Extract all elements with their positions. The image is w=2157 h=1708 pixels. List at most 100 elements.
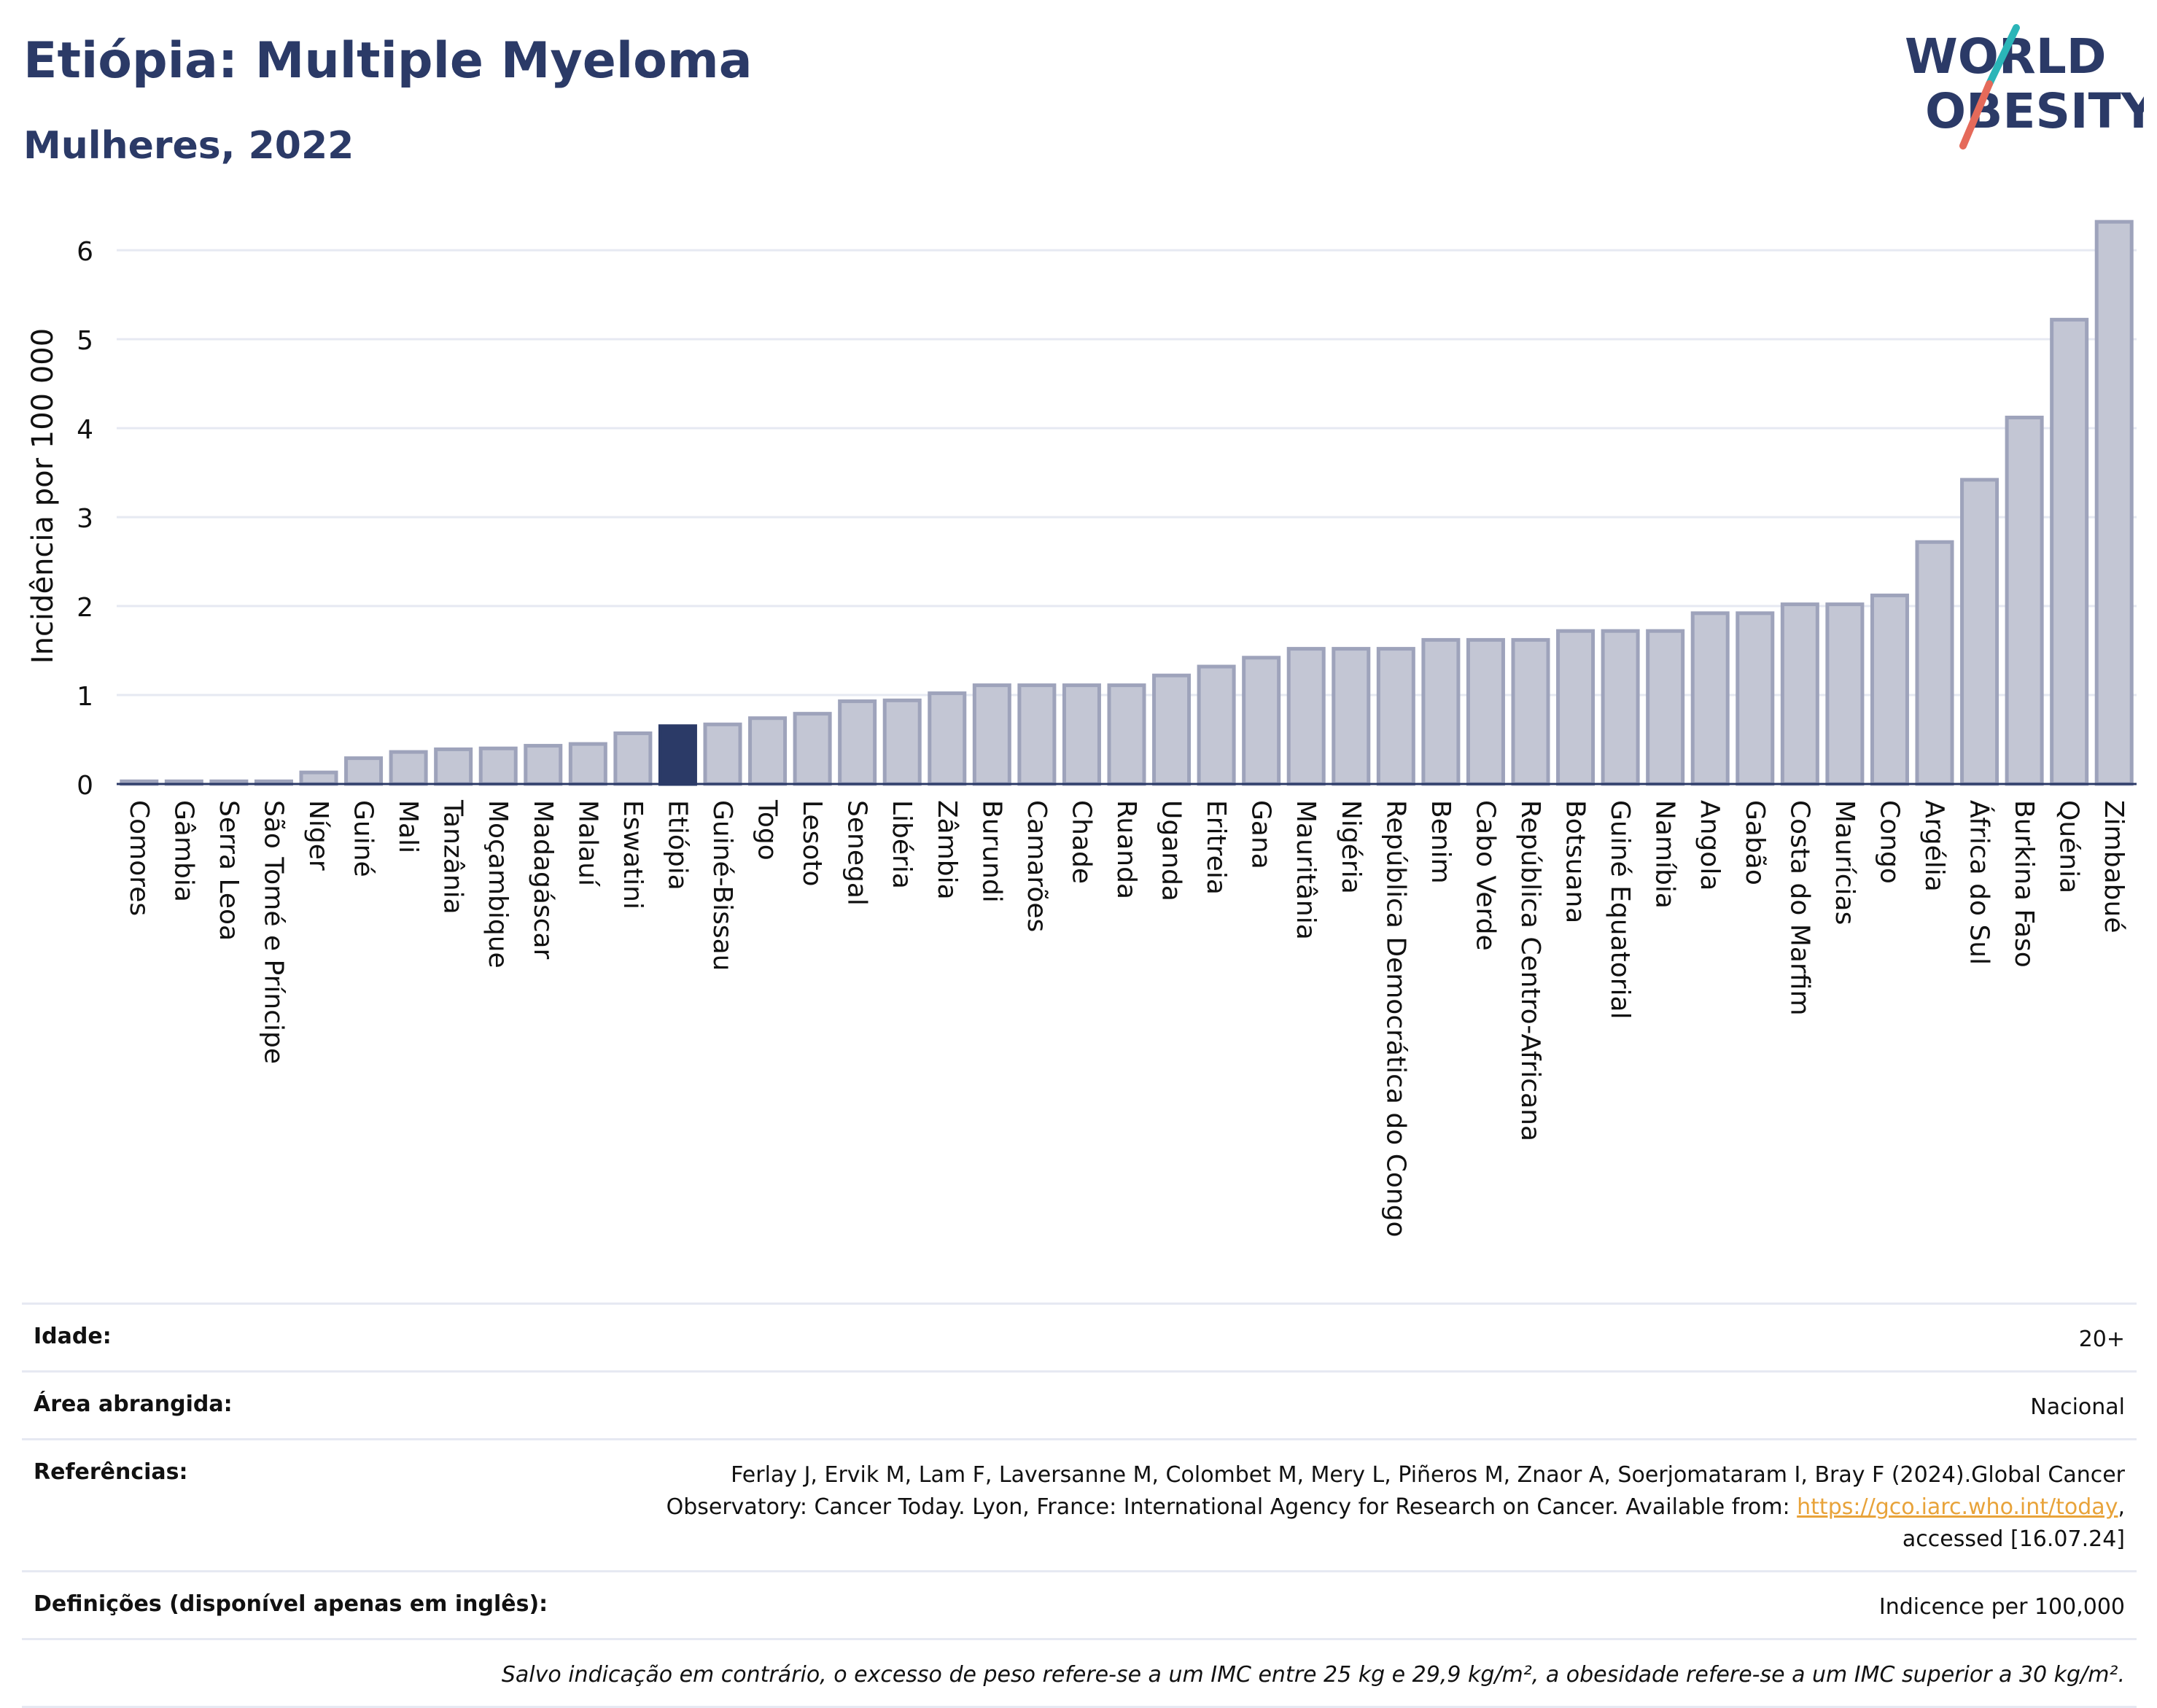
- area-value: Nacional: [2030, 1394, 2125, 1420]
- bar-uganda: [1152, 673, 1192, 786]
- area-label: Área abrangida:: [34, 1391, 233, 1417]
- bar-mali: [389, 750, 428, 786]
- bar-gana: [1242, 656, 1281, 786]
- bars: [120, 220, 2134, 786]
- x-tick-label: Eritreia: [1201, 800, 1231, 895]
- x-tick-label: Uganda: [1157, 800, 1186, 901]
- x-tick-label: Maurícias: [1830, 800, 1859, 925]
- page-title: Etiópia: Multiple Myeloma: [23, 32, 753, 90]
- bar-burkina-faso: [2005, 415, 2044, 786]
- logo-word-2: OBESITY: [1925, 83, 2144, 139]
- x-tick-label: Senegal: [842, 800, 872, 906]
- axes: 0 1 2 3 4 5 6 Comores Gâmbia Serra Leoa São Tomé e…: [77, 237, 2137, 1238]
- x-tick-label: República Centro-Africana: [1515, 800, 1545, 1141]
- bar-zimbabué: [2094, 220, 2134, 786]
- x-tick-label: Quénia: [2054, 800, 2084, 893]
- reference-line-1: Ferlay J, Ervik M, Lam F, Laversanne M, …: [731, 1462, 2125, 1488]
- bar-tanzânia: [434, 747, 473, 786]
- x-tick-label: Madagáscar: [528, 800, 558, 960]
- bar-quénia: [2050, 317, 2089, 786]
- bar-guiné-equatorial: [1601, 629, 1640, 786]
- x-tick-label: Moçambique: [483, 800, 513, 968]
- x-tick-label: Gâmbia: [168, 800, 198, 902]
- y-tick-label: 1: [77, 682, 93, 712]
- y-axis-label: Incidência por 100 000: [26, 328, 60, 664]
- info-row-references: Referências: Ferlay J, Ervik M, Lam F, L…: [22, 1438, 2137, 1570]
- bar-áfrica-do-sul: [1960, 478, 1999, 786]
- bar-botsuana: [1556, 629, 1596, 786]
- bar-lesoto: [793, 712, 832, 786]
- bar-eswatini: [613, 731, 653, 786]
- x-tick-label: Gabão: [1740, 800, 1770, 885]
- x-tick-label: Botsuana: [1561, 800, 1590, 923]
- x-tick-label: Burundi: [976, 800, 1006, 903]
- x-tick-label: Lesoto: [797, 800, 827, 887]
- bar-guiné: [344, 756, 384, 786]
- y-tick-label: 0: [77, 771, 93, 801]
- x-tick-label: Gana: [1246, 800, 1276, 869]
- reference-line-2: Observatory: Cancer Today. Lyon, France:…: [666, 1494, 1798, 1520]
- x-tick-label: Comores: [124, 800, 154, 916]
- info-table: Idade: 20+ Área abrangida: Nacional Refe…: [22, 1303, 2137, 1708]
- bar-congo: [1870, 593, 1909, 786]
- bar-angola: [1690, 611, 1730, 786]
- x-tick-label: Costa do Marfim: [1784, 800, 1814, 1016]
- info-row-definitions: Definições (disponível apenas em inglês)…: [22, 1570, 2137, 1638]
- world-obesity-logo: WORLD OBESITY: [1905, 24, 2144, 150]
- bar-moçambique: [478, 746, 518, 786]
- x-tick-label: Chade: [1066, 800, 1096, 884]
- references-value: Ferlay J, Ervik M, Lam F, Laversanne M, …: [666, 1459, 2137, 1556]
- bar-burundi: [972, 683, 1011, 786]
- bar-ruanda: [1107, 683, 1146, 786]
- x-tick-label: Guiné-Bissau: [707, 800, 737, 971]
- y-tick-label: 5: [77, 326, 93, 356]
- footnote: Salvo indicação em contrário, o excesso …: [501, 1662, 2125, 1688]
- y-tick-label: 2: [77, 593, 93, 623]
- info-row-note: Salvo indicação em contrário, o excesso …: [22, 1638, 2137, 1708]
- reference-link[interactable]: https://gco.iarc.who.int/today: [1797, 1494, 2118, 1520]
- logo-slash-bottom: [1959, 80, 1993, 150]
- bar-eritreia: [1197, 664, 1236, 786]
- x-tick-label: Malauí: [572, 800, 602, 887]
- bar-chade: [1062, 683, 1101, 786]
- x-tick-label: Burkina Faso: [2009, 800, 2039, 968]
- age-value: 20+: [2078, 1327, 2125, 1352]
- x-tick-label: Mali: [393, 800, 423, 853]
- x-tick-label: Etiópia: [662, 800, 692, 890]
- x-tick-label: Togo: [753, 799, 782, 861]
- bar-república-democrática-do-congo: [1376, 647, 1415, 786]
- x-tick-label: Zimbabué: [2099, 800, 2129, 933]
- x-tick-label: Ruanda: [1111, 800, 1141, 899]
- logo-slash-top: [1986, 24, 2020, 88]
- bar-senegal: [838, 699, 877, 786]
- x-tick-label: Guiné Equatorial: [1605, 800, 1635, 1020]
- definitions-label: Definições (disponível apenas em inglês)…: [34, 1591, 548, 1617]
- bar-namíbia: [1646, 629, 1685, 786]
- bar-república-centro-africana: [1511, 637, 1550, 786]
- x-tick-label: Eswatini: [618, 800, 648, 909]
- y-tick-label: 4: [77, 415, 93, 445]
- x-tick-label: Serra Leoa: [214, 800, 244, 941]
- age-label: Idade:: [34, 1324, 112, 1349]
- bar-mauritânia: [1286, 647, 1326, 786]
- bar-madagáscar: [524, 744, 563, 786]
- x-tick-label: Benim: [1426, 800, 1456, 884]
- page-subtitle: Mulheres, 2022: [23, 124, 354, 168]
- bar-maurícias: [1825, 602, 1865, 786]
- x-tick-label: Angola: [1695, 800, 1725, 890]
- x-tick-label: Camarões: [1022, 800, 1052, 932]
- references-label: Referências:: [34, 1459, 188, 1485]
- bar-guiné-bissau: [703, 722, 742, 786]
- bar-benim: [1421, 637, 1461, 786]
- bar-camarões: [1017, 683, 1057, 786]
- definitions-value: Indicence per 100,000: [1878, 1594, 2125, 1620]
- y-tick-label: 6: [77, 237, 93, 267]
- bar-libéria: [882, 698, 922, 786]
- bar-chart: 0 1 2 3 4 5 6 Comores Gâmbia Serra Leoa São Tomé e…: [26, 220, 2137, 1238]
- x-tick-label: Libéria: [887, 800, 917, 889]
- x-tick-label: África do Sul: [1964, 800, 1995, 965]
- x-tick-label: Cabo Verde: [1470, 800, 1500, 951]
- bar-costa-do-marfim: [1780, 602, 1819, 786]
- x-tick-label: Guiné: [349, 800, 378, 877]
- bar-malauí: [568, 742, 607, 786]
